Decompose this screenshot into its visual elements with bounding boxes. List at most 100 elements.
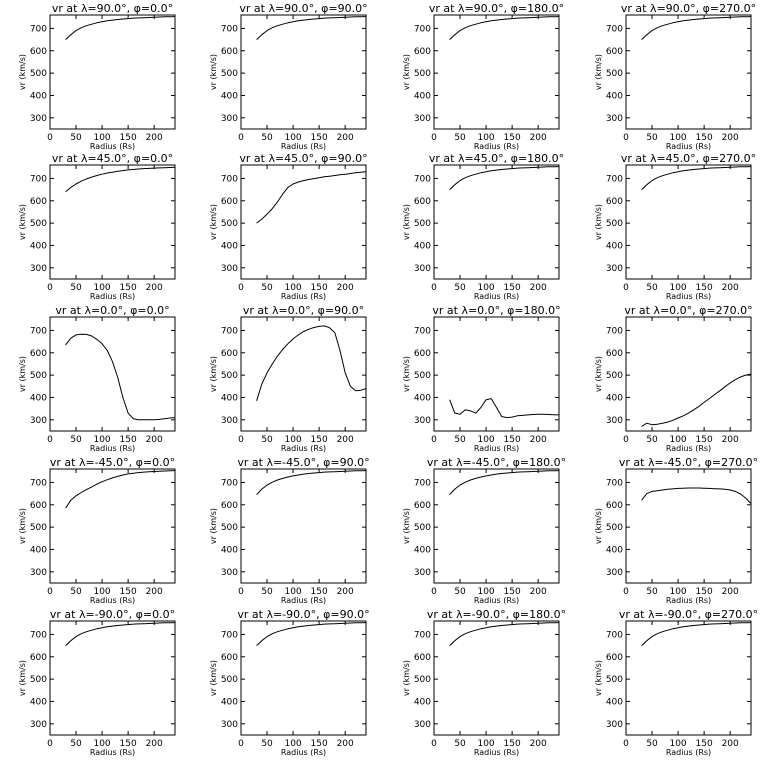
x-tick-label: 150 xyxy=(311,283,328,293)
y-tick-label: 400 xyxy=(606,545,623,555)
x-tick-label: 150 xyxy=(696,283,713,293)
subplot-title: vr at λ=-45.0°, φ=0.0° xyxy=(50,456,175,469)
x-tick-label: 100 xyxy=(284,435,301,445)
y-tick-label: 600 xyxy=(30,197,47,207)
x-tick-label: 100 xyxy=(284,739,301,749)
x-tick-label: 0 xyxy=(431,587,437,597)
y-tick-label: 600 xyxy=(221,349,238,359)
y-tick-label: 400 xyxy=(606,91,623,101)
plot-frame xyxy=(433,620,560,736)
x-tick-label: 0 xyxy=(431,283,437,293)
x-tick-label: 0 xyxy=(47,283,53,293)
y-tick-label: 300 xyxy=(221,568,238,578)
x-tick-label: 100 xyxy=(669,435,686,445)
y-axis-label: vr (km/s) xyxy=(402,660,411,696)
plot-frame xyxy=(49,620,176,736)
x-tick-label: 50 xyxy=(70,587,82,597)
y-axis-label: vr (km/s) xyxy=(209,660,218,696)
x-tick-label: 50 xyxy=(646,435,658,445)
y-tick-label: 500 xyxy=(606,675,623,685)
velocity-profile-line xyxy=(256,16,367,40)
y-tick-label: 500 xyxy=(606,371,623,381)
y-tick-label: 300 xyxy=(414,720,431,730)
subplot-3-4: vr at λ=0.0°, φ=270.0° 0 50 100 150 200 300 400… xyxy=(594,304,753,453)
y-tick-label: 300 xyxy=(606,114,623,124)
subplot-5-4: vr at λ=-90.0°, φ=270.0° 0 50 100 150 200 300 4… xyxy=(594,608,758,757)
velocity-profile-line xyxy=(256,325,367,401)
x-tick-label: 0 xyxy=(623,587,629,597)
x-tick-label: 50 xyxy=(261,739,273,749)
y-axis-label: vr (km/s) xyxy=(18,356,27,392)
y-tick-label: 600 xyxy=(414,501,431,511)
x-axis-label: Radius (Rs) xyxy=(474,596,519,605)
x-tick-label: 0 xyxy=(623,283,629,293)
x-tick-label: 50 xyxy=(454,739,466,749)
y-tick-label: 400 xyxy=(414,697,431,707)
subplot-title: vr at λ=-90.0°, φ=0.0° xyxy=(50,608,175,621)
plot-frame xyxy=(625,620,752,736)
plot-frame xyxy=(433,14,560,130)
x-tick-label: 50 xyxy=(454,435,466,445)
y-tick-label: 700 xyxy=(606,24,623,34)
y-tick-label: 500 xyxy=(30,219,47,229)
velocity-profile-line xyxy=(256,171,367,224)
velocity-profile-line xyxy=(641,166,752,190)
y-tick-label: 400 xyxy=(221,545,238,555)
velocity-profile-line xyxy=(256,470,367,496)
y-tick-label: 500 xyxy=(221,523,238,533)
y-tick-label: 700 xyxy=(414,24,431,34)
x-axis-label: Radius (Rs) xyxy=(474,444,519,453)
subplot-title: vr at λ=45.0°, φ=180.0° xyxy=(429,152,564,165)
y-tick-label: 700 xyxy=(221,24,238,34)
y-tick-label: 600 xyxy=(414,349,431,359)
subplot-title: vr at λ=-90.0°, φ=90.0° xyxy=(237,608,369,621)
x-axis-label: Radius (Rs) xyxy=(666,142,711,151)
y-tick-label: 500 xyxy=(30,675,47,685)
velocity-profile-line xyxy=(641,622,752,646)
subplot-4-3: vr at λ=-45.0°, φ=180.0° 0 50 100 150 200 300 4… xyxy=(402,456,566,605)
x-tick-label: 50 xyxy=(646,587,658,597)
y-tick-label: 400 xyxy=(414,393,431,403)
y-tick-label: 700 xyxy=(30,630,47,640)
x-tick-label: 150 xyxy=(120,739,137,749)
x-tick-label: 100 xyxy=(477,587,494,597)
y-tick-label: 400 xyxy=(30,393,47,403)
subplot-title: vr at λ=0.0°, φ=180.0° xyxy=(432,304,560,317)
subplot-2-1: vr at λ=45.0°, φ=0.0° 0 50 100 150 200 300 400 5… xyxy=(18,152,176,301)
x-axis-label: Radius (Rs) xyxy=(90,142,135,151)
y-tick-label: 400 xyxy=(414,545,431,555)
x-axis-label: Radius (Rs) xyxy=(666,444,711,453)
y-tick-label: 600 xyxy=(606,501,623,511)
subplot-5-3: vr at λ=-90.0°, φ=180.0° 0 50 100 150 200 300 4… xyxy=(402,608,566,757)
y-tick-label: 300 xyxy=(414,416,431,426)
velocity-profile-line xyxy=(449,470,560,496)
x-tick-label: 150 xyxy=(504,587,521,597)
y-tick-label: 700 xyxy=(221,326,238,336)
x-tick-label: 100 xyxy=(477,133,494,143)
y-tick-label: 500 xyxy=(221,675,238,685)
subplot-1-1: vr at λ=90.0°, φ=0.0° 0 50 100 150 200 300 400 5… xyxy=(18,2,176,151)
velocity-profile-line xyxy=(449,622,560,646)
y-tick-label: 500 xyxy=(30,371,47,381)
x-tick-label: 150 xyxy=(120,133,137,143)
velocity-profile-line xyxy=(65,622,176,646)
subplot-1-2: vr at λ=90.0°, φ=90.0° 0 50 100 150 200 300 400… xyxy=(209,2,368,151)
x-tick-label: 50 xyxy=(454,133,466,143)
x-tick-label: 150 xyxy=(504,739,521,749)
x-axis-label: Radius (Rs) xyxy=(666,292,711,301)
y-tick-label: 500 xyxy=(414,371,431,381)
x-tick-label: 100 xyxy=(669,283,686,293)
y-tick-label: 300 xyxy=(221,416,238,426)
plot-frame xyxy=(49,468,176,584)
x-axis-label: Radius (Rs) xyxy=(666,596,711,605)
y-tick-label: 600 xyxy=(606,653,623,663)
subplot-5-1: vr at λ=-90.0°, φ=0.0° 0 50 100 150 200 300 400… xyxy=(18,608,176,757)
x-tick-label: 200 xyxy=(146,133,163,143)
x-tick-label: 200 xyxy=(337,739,354,749)
y-tick-label: 600 xyxy=(414,47,431,57)
y-axis-label: vr (km/s) xyxy=(402,356,411,392)
x-tick-label: 50 xyxy=(454,283,466,293)
y-tick-label: 400 xyxy=(30,241,47,251)
plot-frame xyxy=(240,316,367,432)
y-axis-label: vr (km/s) xyxy=(18,204,27,240)
